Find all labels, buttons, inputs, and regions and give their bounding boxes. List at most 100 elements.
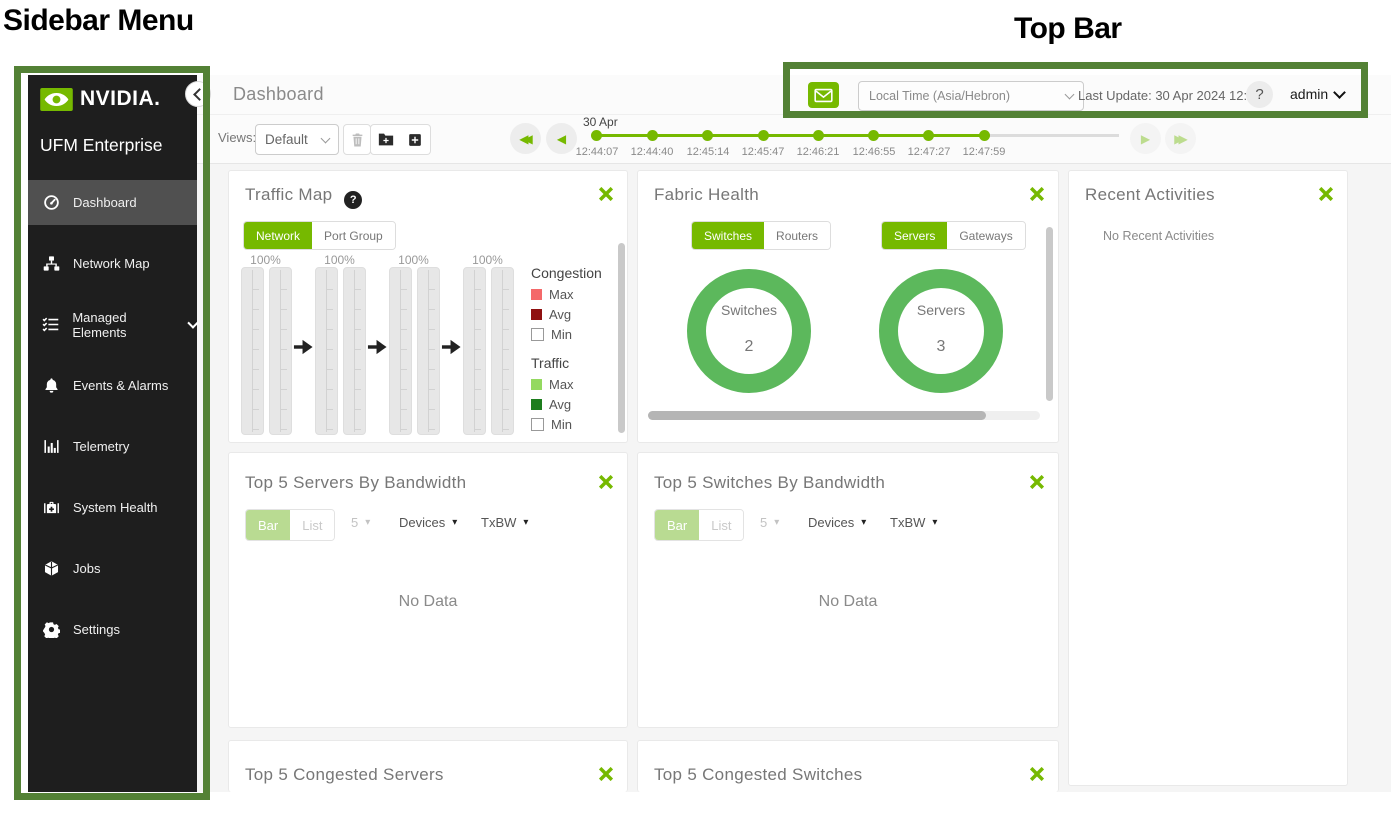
no-data-text: No Data	[398, 593, 458, 610]
help-button[interactable]: ?	[1246, 81, 1273, 108]
timezone-select[interactable]: Local Time (Asia/Hebron)	[858, 81, 1084, 111]
traffic-bar[interactable]	[343, 267, 366, 435]
folder-plus-icon	[378, 133, 394, 146]
sidebar-item-label: System Health	[73, 500, 158, 515]
timeline-back-button[interactable]: ◀	[546, 123, 577, 154]
sidebar-item-settings[interactable]: Settings	[28, 607, 197, 652]
timeline-point[interactable]	[702, 130, 713, 141]
tab-port-group[interactable]: Port Group	[312, 222, 395, 249]
close-button[interactable]	[1318, 186, 1334, 202]
sidebar-item-label: Settings	[73, 622, 120, 637]
timeline-tick-label: 12:47:27	[907, 146, 951, 158]
swatch-congestion-max	[531, 289, 542, 300]
sidebar-item-managed-elements[interactable]: Managed Elements	[28, 302, 199, 347]
sidebar-item-system-health[interactable]: System Health	[28, 485, 197, 530]
delete-view-button[interactable]	[343, 124, 371, 155]
traffic-bar[interactable]	[241, 267, 264, 435]
count-dropdown[interactable]: 5 ▾	[351, 515, 371, 530]
tab-network[interactable]: Network	[244, 222, 313, 249]
sidebar-item-network-map[interactable]: Network Map	[28, 241, 197, 286]
traffic-map-tabs: Network Port Group	[243, 221, 396, 250]
swatch-traffic-min	[531, 418, 544, 431]
close-button[interactable]	[1029, 186, 1045, 202]
double-arrow-right-icon: ▶▶	[1174, 131, 1188, 146]
timeline-forward-button[interactable]: ▶	[1130, 123, 1161, 154]
timeline-point[interactable]	[758, 130, 769, 141]
legend-item: Min	[531, 327, 572, 342]
traffic-bar[interactable]	[491, 267, 514, 435]
donut-value: 2	[744, 338, 754, 355]
toggle-gateways[interactable]: Gateways	[947, 222, 1025, 249]
timeline-point[interactable]	[923, 130, 934, 141]
toggle-bar[interactable]: Bar	[246, 510, 291, 540]
caret-down-icon: ▾	[365, 516, 371, 528]
traffic-bar[interactable]	[463, 267, 486, 435]
devices-dropdown[interactable]: Devices ▾	[808, 515, 867, 530]
help-circle-icon[interactable]: ?	[344, 191, 363, 209]
panel-title: Recent Activities	[1085, 185, 1215, 204]
close-button[interactable]	[598, 186, 614, 202]
vertical-scrollbar[interactable]	[618, 243, 625, 433]
mail-button[interactable]	[808, 82, 839, 108]
traffic-bar[interactable]	[417, 267, 440, 435]
sidebar-item-dashboard[interactable]: Dashboard	[28, 180, 197, 225]
caret-down-icon: ▾	[452, 516, 458, 528]
timeline-track-rest[interactable]	[984, 134, 1119, 137]
add-widget-button[interactable]	[400, 124, 431, 155]
metric-dropdown[interactable]: TxBW ▾	[890, 515, 938, 530]
traffic-bar[interactable]	[269, 267, 292, 435]
traffic-bar[interactable]	[315, 267, 338, 435]
user-menu[interactable]: admin	[1290, 86, 1347, 102]
timeline-point[interactable]	[591, 130, 602, 141]
toggle-list[interactable]: List	[290, 510, 335, 540]
timeline-point[interactable]	[979, 130, 990, 141]
timeline-tick-label: 12:45:14	[686, 146, 730, 158]
legend-item: Avg	[531, 397, 571, 412]
toggle-switches[interactable]: Switches	[692, 222, 765, 249]
count-dropdown[interactable]: 5 ▾	[760, 515, 780, 530]
close-button[interactable]	[1029, 474, 1045, 490]
panel-top-congested-servers: Top 5 Congested Servers	[228, 740, 628, 792]
close-button[interactable]	[598, 474, 614, 490]
close-button[interactable]	[598, 766, 614, 782]
chevron-down-icon	[320, 133, 331, 143]
panel-title: Fabric Health	[654, 185, 759, 204]
legend-item: Avg	[531, 307, 571, 322]
sidebar-item-telemetry[interactable]: Telemetry	[28, 424, 197, 469]
arrow-left-icon: ◀	[556, 131, 567, 146]
nvidia-logo: NVIDIA.	[40, 87, 161, 111]
panel-recent-activities: Recent Activities No Recent Activities	[1068, 170, 1348, 786]
sidebar-collapse-button[interactable]	[185, 81, 211, 107]
traffic-bar[interactable]	[389, 267, 412, 435]
toggle-servers[interactable]: Servers	[882, 222, 948, 249]
sidebar-item-label: Dashboard	[73, 195, 137, 210]
legend-item: Max	[531, 377, 574, 392]
toggle-bar[interactable]: Bar	[655, 510, 700, 540]
sidebar-item-label: Telemetry	[73, 439, 130, 454]
caret-down-icon: ▾	[523, 516, 529, 528]
timeline-tick-label: 12:46:55	[852, 146, 896, 158]
timeline-tick-label: 12:46:21	[796, 146, 840, 158]
chevron-left-icon	[193, 87, 206, 101]
view-select[interactable]: Default	[255, 124, 339, 155]
timeline-point[interactable]	[647, 130, 658, 141]
timeline-point[interactable]	[868, 130, 879, 141]
sidebar-item-jobs[interactable]: Jobs	[28, 546, 197, 591]
vertical-scrollbar[interactable]	[1046, 227, 1053, 401]
panel-title: Top 5 Servers By Bandwidth	[245, 473, 467, 492]
timeline-fast-forward-button[interactable]: ▶▶	[1165, 123, 1196, 154]
horizontal-scrollbar-thumb[interactable]	[648, 411, 986, 420]
gauge-icon	[42, 194, 60, 212]
toggle-list[interactable]: List	[699, 510, 744, 540]
timeline-track-active[interactable]	[597, 134, 984, 137]
timeline-rewind-button[interactable]: ◀◀	[510, 123, 541, 154]
close-button[interactable]	[1029, 766, 1045, 782]
timeline-point[interactable]	[813, 130, 824, 141]
sidebar-item-events-alarms[interactable]: Events & Alarms	[28, 363, 197, 408]
top-bar: Dashboard Local Time (Asia/Hebron) Last …	[197, 75, 1391, 115]
plus-square-icon	[408, 133, 422, 147]
toggle-routers[interactable]: Routers	[764, 222, 831, 249]
save-view-button[interactable]	[370, 124, 401, 155]
devices-dropdown[interactable]: Devices ▾	[399, 515, 458, 530]
metric-dropdown[interactable]: TxBW ▾	[481, 515, 529, 530]
